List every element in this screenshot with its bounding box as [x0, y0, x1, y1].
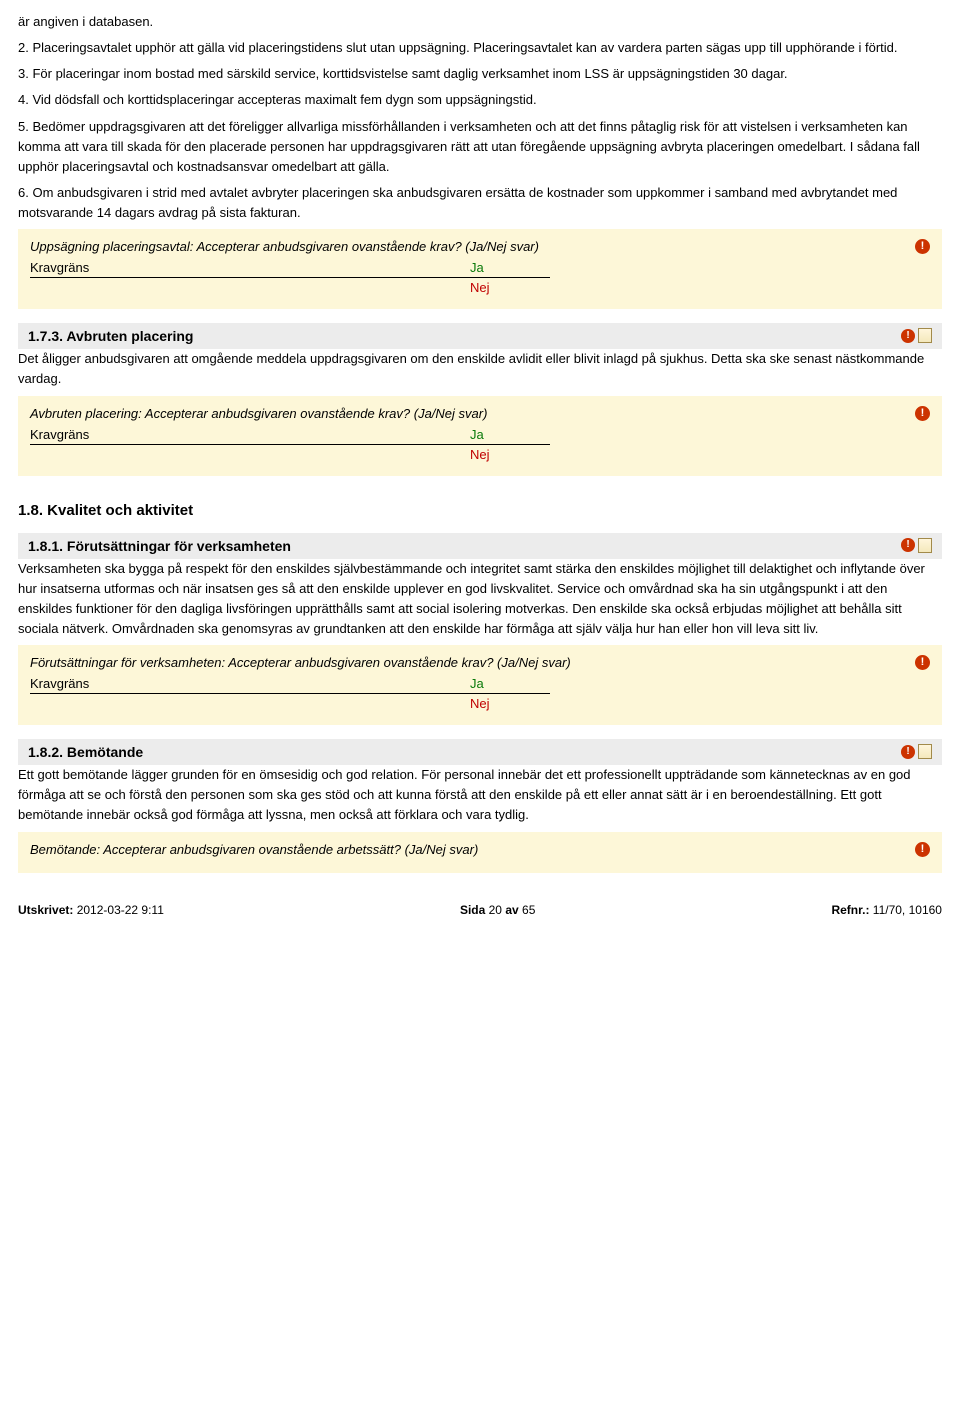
footer-page: Sida 20 av 65 — [460, 903, 535, 917]
answer-nej: Nej — [470, 696, 550, 711]
alert-icon: ! — [901, 329, 915, 343]
kravgrans-label: Kravgräns — [30, 676, 470, 691]
section-title: 1.7.3. Avbruten placering — [28, 328, 193, 344]
kravgrans-label: Kravgräns — [30, 260, 470, 275]
body-paragraph: 5. Bedömer uppdragsgivaren att det förel… — [18, 117, 942, 177]
document-icon — [918, 538, 932, 553]
alert-icon: ! — [901, 538, 915, 552]
section-header-18: 1.8. Kvalitet och aktivitet — [18, 502, 942, 519]
alert-icon: ! — [915, 655, 930, 670]
alert-icon: ! — [915, 406, 930, 421]
answer-nej: Nej — [470, 447, 550, 462]
question-box-bemotande: ! Bemötande: Accepterar anbudsgivaren ov… — [18, 832, 942, 873]
alert-icon: ! — [915, 239, 930, 254]
document-icon — [918, 744, 932, 759]
alert-icon: ! — [901, 745, 915, 759]
section-header-182: 1.8.2. Bemötande ! — [18, 739, 942, 765]
question-box-forutsattningar: ! Förutsättningar för verksamheten: Acce… — [18, 645, 942, 725]
answer-ja: Ja — [470, 427, 550, 442]
document-icon — [918, 328, 932, 343]
footer-printed: Utskrivet: 2012-03-22 9:11 — [18, 903, 164, 917]
alert-icon: ! — [915, 842, 930, 857]
kravgrans-label: Kravgräns — [30, 427, 470, 442]
question-box-avbruten: ! Avbruten placering: Accepterar anbudsg… — [18, 396, 942, 476]
section-title: 1.8.1. Förutsättningar för verksamheten — [28, 538, 291, 554]
body-paragraph: 3. För placeringar inom bostad med särsk… — [18, 64, 942, 84]
answer-ja: Ja — [470, 260, 550, 275]
section-header-173: 1.7.3. Avbruten placering ! — [18, 323, 942, 349]
question-prompt: Förutsättningar för verksamheten: Accept… — [30, 655, 590, 670]
section-title: 1.8.2. Bemötande — [28, 744, 143, 760]
body-paragraph: 2. Placeringsavtalet upphör att gälla vi… — [18, 38, 942, 58]
section-body-181: Verksamheten ska bygga på respekt för de… — [18, 559, 942, 640]
question-box-uppsagning: ! Uppsägning placeringsavtal: Accepterar… — [18, 229, 942, 309]
page-footer: Utskrivet: 2012-03-22 9:11 Sida 20 av 65… — [18, 903, 942, 917]
section-header-181: 1.8.1. Förutsättningar för verksamheten … — [18, 533, 942, 559]
question-prompt: Uppsägning placeringsavtal: Accepterar a… — [30, 239, 590, 254]
answer-ja: Ja — [470, 676, 550, 691]
footer-ref: Refnr.: 11/70, 10160 — [831, 903, 942, 917]
body-paragraph: är angiven i databasen. — [18, 12, 942, 32]
section-body-173: Det åligger anbudsgivaren att omgående m… — [18, 349, 942, 389]
answer-nej: Nej — [470, 280, 550, 295]
body-paragraph: 4. Vid dödsfall och korttidsplaceringar … — [18, 90, 942, 110]
question-prompt: Bemötande: Accepterar anbudsgivaren ovan… — [30, 842, 590, 857]
section-body-182: Ett gott bemötande lägger grunden för en… — [18, 765, 942, 825]
body-paragraph: 6. Om anbudsgivaren i strid med avtalet … — [18, 183, 942, 223]
question-prompt: Avbruten placering: Accepterar anbudsgiv… — [30, 406, 590, 421]
